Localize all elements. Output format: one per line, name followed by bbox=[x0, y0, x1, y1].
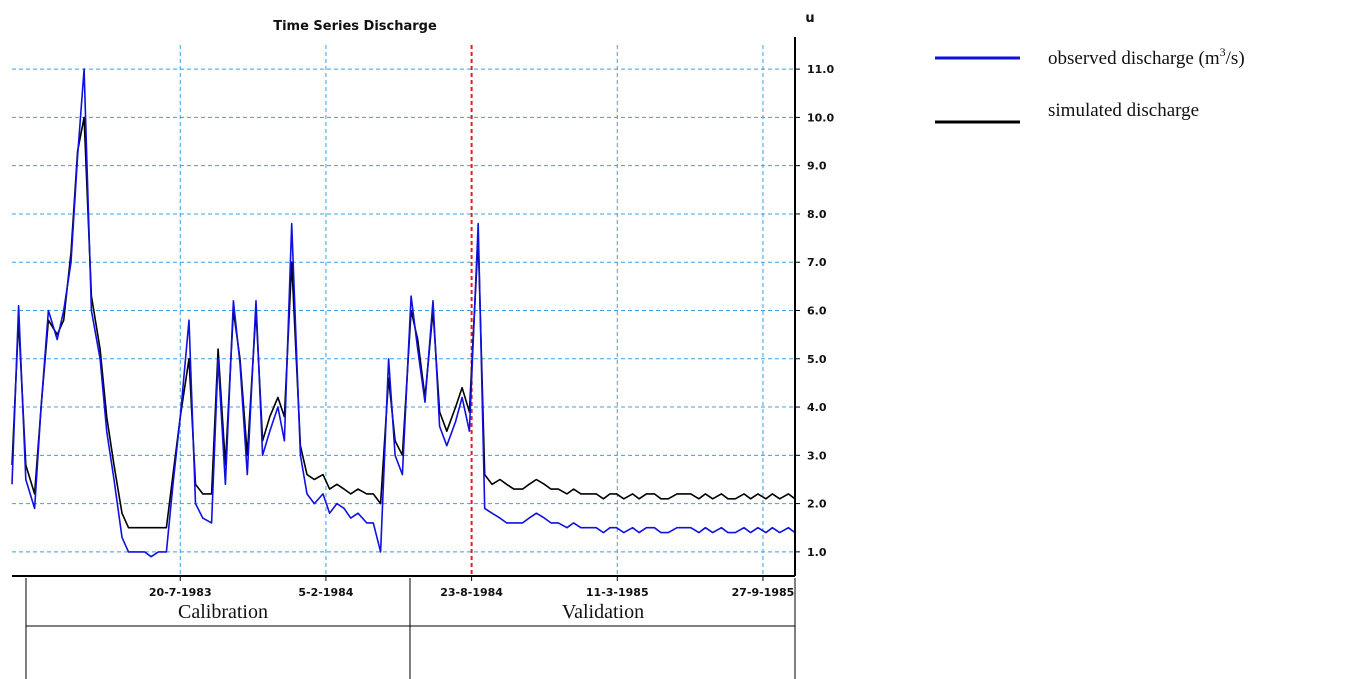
x-tick-label: 23-8-1984 bbox=[440, 586, 503, 599]
y-tick-labels: 1.0 2.0 3.0 4.0 5.0 6.0 7.0 8.0 9.0 10.0 11.0 bbox=[795, 63, 834, 559]
grid bbox=[12, 45, 795, 576]
series-line-simulated bbox=[11, 116, 796, 529]
y-tick-label: 6.0 bbox=[807, 305, 827, 318]
legend-label-simulated: simulated discharge bbox=[1048, 100, 1199, 121]
x-tick-label: 11-3-1985 bbox=[586, 586, 649, 599]
period-label-validation: Validation bbox=[562, 601, 644, 623]
y-axis-label: u bbox=[805, 11, 814, 26]
legend-observed-sup: 3 bbox=[1220, 45, 1226, 59]
y-tick-label: 3.0 bbox=[807, 449, 827, 462]
legend-observed-text: observed discharge (m bbox=[1048, 48, 1220, 69]
x-tick-label: 20-7-1983 bbox=[149, 586, 212, 599]
y-tick-label: 11.0 bbox=[807, 63, 834, 76]
x-tick-label: 5-2-1984 bbox=[298, 586, 353, 599]
y-tick-label: 7.0 bbox=[807, 256, 827, 269]
y-tick-label: 5.0 bbox=[807, 353, 827, 366]
y-tick-label: 9.0 bbox=[807, 160, 827, 173]
chart-title: Time Series Discharge bbox=[273, 19, 437, 34]
period-brackets: Calibration Validation bbox=[25, 578, 796, 679]
y-tick-label: 2.0 bbox=[807, 498, 827, 511]
legend: observed discharge (m3/s) simulated disc… bbox=[935, 45, 1245, 124]
series-line-observed bbox=[11, 68, 796, 558]
y-tick-label: 8.0 bbox=[807, 208, 827, 221]
x-tick-labels: 20-7-1983 5-2-1984 23-8-1984 11-3-1985 27-9-… bbox=[149, 576, 794, 599]
legend-label-observed: observed discharge (m3/s) bbox=[1048, 45, 1245, 69]
y-tick-label: 4.0 bbox=[807, 401, 827, 414]
y-tick-label: 1.0 bbox=[807, 546, 827, 559]
x-tick-label: 27-9-1985 bbox=[732, 586, 795, 599]
axes bbox=[12, 37, 796, 577]
y-tick-label: 10.0 bbox=[807, 111, 834, 124]
series-layer bbox=[11, 68, 796, 558]
period-label-calibration: Calibration bbox=[178, 601, 268, 623]
legend-observed-suffix: /s) bbox=[1226, 48, 1245, 69]
